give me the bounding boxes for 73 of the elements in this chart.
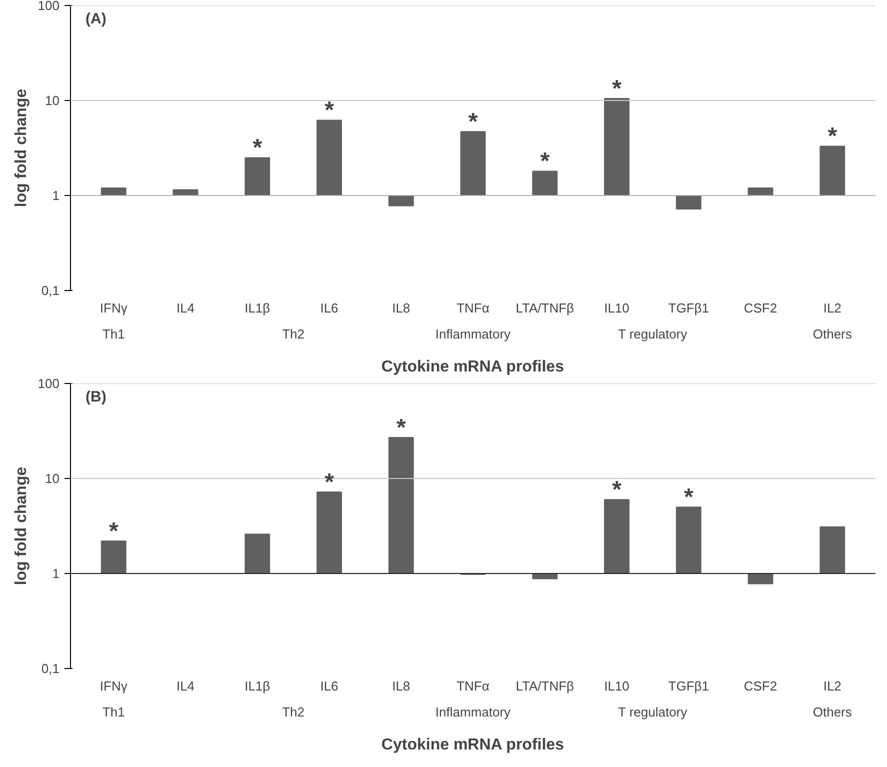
bar — [820, 526, 846, 574]
x-tick-label: CSF2 — [744, 300, 778, 316]
annotation: * — [828, 123, 838, 150]
x-tick-label: IL2 — [823, 300, 842, 316]
y-tick-label: 10 — [45, 471, 60, 486]
text: T regulatory — [618, 326, 688, 342]
x-tick-label: IL10 — [604, 300, 630, 316]
bar — [100, 540, 126, 574]
x-tick-label: CSF2 — [744, 678, 778, 694]
x-tick-label: IL8 — [392, 678, 410, 694]
y-tick-label: 10 — [45, 93, 60, 108]
x-tick-label: LTA/TNFβ — [516, 300, 574, 316]
annotation: * — [396, 414, 406, 442]
bar — [244, 157, 270, 196]
y-tick-label: 100 — [38, 0, 60, 13]
text: Th1 — [102, 326, 125, 342]
bar — [820, 146, 846, 196]
annotation: * — [540, 148, 550, 176]
x-tick-label: IFNγ — [100, 678, 128, 694]
x-tick-label: TGFβ1 — [668, 678, 709, 694]
text: Th2 — [282, 326, 305, 342]
bar — [388, 437, 414, 574]
annotation: * — [468, 108, 478, 136]
x-tick-label: IL2 — [823, 678, 842, 694]
x-tick-label: TNFα — [456, 678, 490, 694]
x-tick-label: IL10 — [604, 678, 630, 694]
text: Inflammatory — [435, 704, 512, 720]
bar — [676, 506, 702, 574]
text: Th2 — [282, 704, 305, 720]
annotation: * — [612, 476, 622, 504]
chart-title: (B) — [86, 388, 106, 406]
text: Others — [812, 326, 852, 342]
bar — [604, 98, 630, 196]
bar — [244, 534, 270, 574]
bar — [316, 492, 342, 574]
x-tick-label: IL6 — [320, 678, 338, 694]
x-tick-label: IL1β — [244, 300, 270, 316]
bar — [532, 170, 558, 196]
y-tick-label: 0,1 — [41, 661, 60, 676]
x-tick-label: IL8 — [392, 300, 410, 316]
text: Others — [812, 704, 852, 720]
y-tick-label: 1 — [52, 188, 60, 203]
y-tick-label: 0,1 — [41, 283, 60, 298]
annotation: * — [324, 469, 335, 496]
bar — [316, 120, 342, 196]
x-axis-title: Cytokine mRNA profiles — [381, 358, 564, 376]
y-axis-title: log fold change — [12, 466, 30, 586]
y-axis-title: log fold change — [12, 88, 30, 208]
x-tick-label: TGFβ1 — [668, 300, 709, 316]
x-tick-label: IL1β — [244, 678, 270, 694]
x-tick-label: IL6 — [320, 300, 338, 316]
y-tick-label: 100 — [38, 376, 60, 391]
y-tick-label: 1 — [52, 566, 60, 581]
bar — [604, 499, 630, 574]
chart-title: (A) — [86, 10, 106, 28]
annotation: * — [108, 518, 119, 545]
annotation: * — [252, 134, 263, 162]
x-tick-label: IFNγ — [100, 300, 128, 316]
bar — [676, 195, 702, 210]
annotation: * — [324, 97, 335, 124]
x-tick-label: IL4 — [176, 678, 195, 694]
bar — [388, 195, 414, 206]
x-axis-title: Cytokine mRNA profiles — [381, 736, 564, 754]
annotation: * — [684, 484, 694, 512]
x-tick-label: IL4 — [176, 300, 195, 316]
text: T regulatory — [618, 704, 688, 720]
x-tick-label: TNFα — [456, 300, 490, 316]
text: Th1 — [102, 704, 125, 720]
text: Inflammatory — [435, 326, 512, 342]
annotation: * — [612, 75, 622, 102]
x-tick-label: LTA/TNFβ — [516, 678, 574, 694]
bar — [460, 131, 486, 196]
bar — [748, 573, 774, 584]
